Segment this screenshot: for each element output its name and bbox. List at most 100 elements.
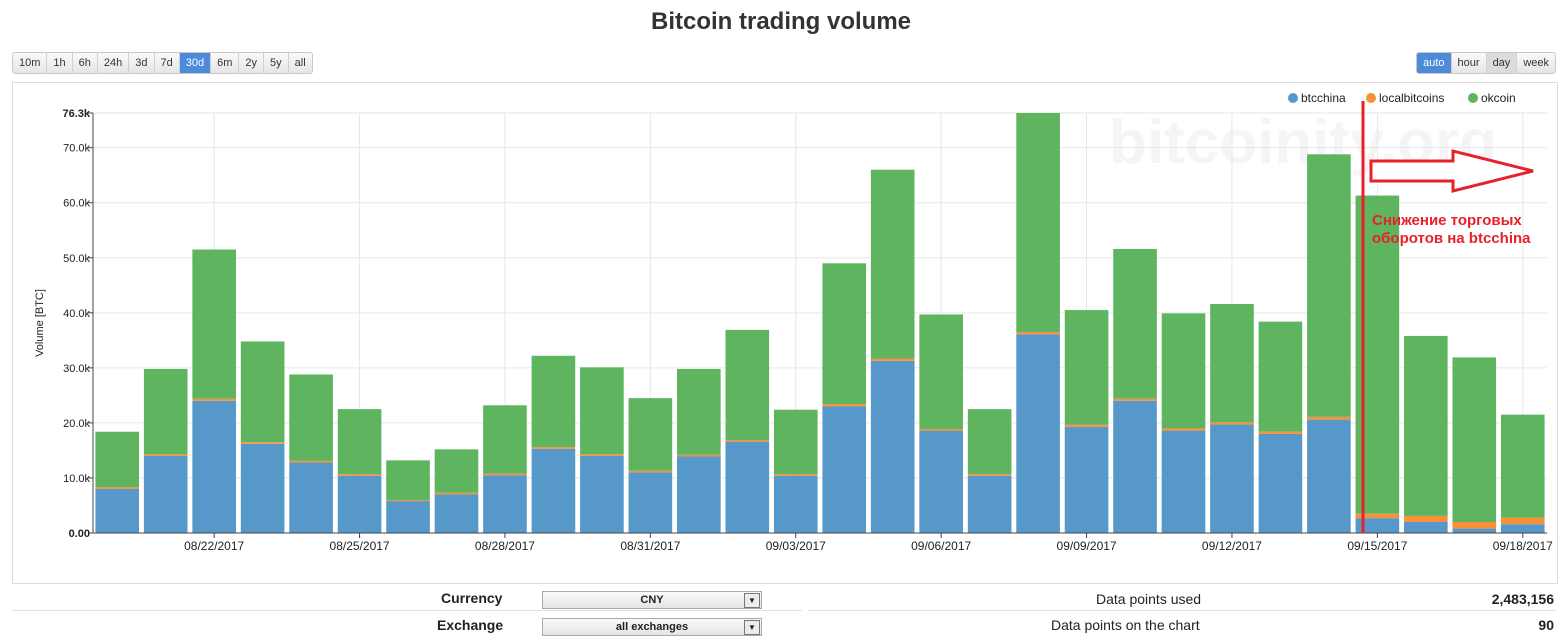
bar-localbitcoins[interactable]	[1210, 422, 1254, 425]
bar-localbitcoins[interactable]	[434, 492, 479, 495]
bar-btcchina[interactable]	[1258, 433, 1303, 533]
bar-localbitcoins[interactable]	[1307, 416, 1351, 420]
bar-btcchina[interactable]	[531, 448, 576, 533]
interval-button-week[interactable]: week	[1517, 53, 1555, 73]
bar-btcchina[interactable]	[919, 430, 963, 533]
bar-localbitcoins[interactable]	[1113, 398, 1157, 401]
bar-localbitcoins[interactable]	[1016, 332, 1060, 335]
bar-okcoin[interactable]	[1016, 113, 1060, 333]
bar-btcchina[interactable]	[580, 455, 624, 533]
range-button-1h[interactable]: 1h	[47, 53, 73, 73]
interval-button-day[interactable]: day	[1486, 53, 1518, 73]
bar-okcoin[interactable]	[483, 405, 527, 474]
bar-okcoin[interactable]	[337, 409, 382, 475]
bar-okcoin[interactable]	[1210, 304, 1254, 423]
range-button-3d[interactable]: 3d	[129, 53, 155, 73]
range-button-7d[interactable]: 7d	[154, 53, 180, 73]
bar-okcoin[interactable]	[1064, 310, 1109, 425]
bar-okcoin[interactable]	[143, 368, 188, 455]
bar-okcoin[interactable]	[240, 341, 285, 443]
bar-okcoin[interactable]	[870, 169, 915, 359]
bar-localbitcoins[interactable]	[531, 447, 576, 449]
bar-okcoin[interactable]	[628, 398, 673, 471]
range-button-5y[interactable]: 5y	[264, 53, 289, 73]
bar-okcoin[interactable]	[580, 367, 624, 455]
bar-localbitcoins[interactable]	[240, 442, 285, 444]
bar-btcchina[interactable]	[289, 462, 333, 533]
bar-localbitcoins[interactable]	[628, 470, 673, 473]
bar-localbitcoins[interactable]	[725, 439, 770, 442]
bar-btcchina[interactable]	[483, 475, 527, 533]
bar-localbitcoins[interactable]	[95, 487, 140, 489]
exchange-select[interactable]: all exchanges ▼	[542, 618, 762, 636]
range-button-all[interactable]: all	[288, 53, 312, 73]
range-button-6m[interactable]: 6m	[211, 53, 240, 73]
bar-btcchina[interactable]	[240, 443, 285, 533]
bar-localbitcoins[interactable]	[870, 358, 915, 361]
bar-btcchina[interactable]	[95, 488, 140, 533]
bar-btcchina[interactable]	[725, 441, 770, 533]
bar-okcoin[interactable]	[1258, 321, 1303, 432]
bar-localbitcoins[interactable]	[773, 474, 818, 476]
bar-localbitcoins[interactable]	[337, 474, 382, 476]
legend-label-okcoin[interactable]: okcoin	[1481, 91, 1516, 105]
bar-localbitcoins[interactable]	[822, 404, 867, 407]
bar-okcoin[interactable]	[725, 329, 770, 440]
bar-okcoin[interactable]	[1161, 313, 1206, 429]
bar-btcchina[interactable]	[628, 472, 673, 533]
bar-btcchina[interactable]	[192, 400, 236, 533]
bar-okcoin[interactable]	[919, 314, 963, 429]
bar-localbitcoins[interactable]	[1404, 515, 1448, 522]
bar-okcoin[interactable]	[289, 374, 333, 461]
bar-btcchina[interactable]	[967, 475, 1012, 533]
bar-localbitcoins[interactable]	[1355, 513, 1400, 519]
bar-localbitcoins[interactable]	[919, 428, 963, 431]
bar-localbitcoins[interactable]	[483, 473, 527, 476]
interval-button-hour[interactable]: hour	[1451, 53, 1487, 73]
currency-select[interactable]: CNY ▼	[542, 591, 762, 609]
bar-localbitcoins[interactable]	[289, 460, 333, 463]
bar-okcoin[interactable]	[95, 431, 140, 488]
bar-btcchina[interactable]	[1161, 430, 1206, 533]
bar-okcoin[interactable]	[967, 409, 1012, 475]
bar-okcoin[interactable]	[531, 355, 576, 448]
bar-btcchina[interactable]	[870, 360, 915, 533]
bar-btcchina[interactable]	[1452, 528, 1497, 533]
bar-btcchina[interactable]	[1113, 400, 1157, 533]
bar-btcchina[interactable]	[1307, 419, 1351, 533]
bar-okcoin[interactable]	[677, 368, 721, 455]
bar-localbitcoins[interactable]	[386, 499, 430, 502]
bar-okcoin[interactable]	[1113, 248, 1157, 399]
bar-okcoin[interactable]	[434, 449, 479, 493]
range-button-2y[interactable]: 2y	[239, 53, 265, 73]
bar-okcoin[interactable]	[773, 409, 818, 475]
bar-localbitcoins[interactable]	[1258, 431, 1303, 434]
range-button-24h[interactable]: 24h	[97, 53, 130, 73]
bar-btcchina[interactable]	[1016, 334, 1060, 533]
bar-btcchina[interactable]	[337, 475, 382, 533]
interval-button-auto[interactable]: auto	[1417, 53, 1452, 73]
bar-localbitcoins[interactable]	[677, 454, 721, 457]
bar-btcchina[interactable]	[1355, 518, 1400, 533]
bar-okcoin[interactable]	[386, 460, 430, 500]
bar-okcoin[interactable]	[192, 249, 236, 399]
bar-btcchina[interactable]	[434, 494, 479, 533]
bar-localbitcoins[interactable]	[143, 454, 188, 456]
bar-btcchina[interactable]	[1210, 424, 1254, 533]
bar-okcoin[interactable]	[822, 263, 867, 405]
bar-localbitcoins[interactable]	[1500, 517, 1545, 525]
bar-btcchina[interactable]	[1404, 521, 1448, 533]
legend-label-localbitcoins[interactable]: localbitcoins	[1379, 91, 1444, 105]
bar-btcchina[interactable]	[1500, 524, 1545, 533]
bar-okcoin[interactable]	[1307, 154, 1351, 417]
bar-okcoin[interactable]	[1452, 357, 1497, 522]
range-button-30d[interactable]: 30d	[179, 53, 212, 73]
bar-btcchina[interactable]	[773, 475, 818, 533]
bar-localbitcoins[interactable]	[192, 398, 236, 401]
bar-okcoin[interactable]	[1500, 414, 1545, 518]
bar-btcchina[interactable]	[386, 501, 430, 533]
bar-localbitcoins[interactable]	[1452, 521, 1497, 529]
bar-btcchina[interactable]	[677, 456, 721, 533]
bar-btcchina[interactable]	[1064, 426, 1109, 533]
bar-localbitcoins[interactable]	[967, 474, 1012, 476]
